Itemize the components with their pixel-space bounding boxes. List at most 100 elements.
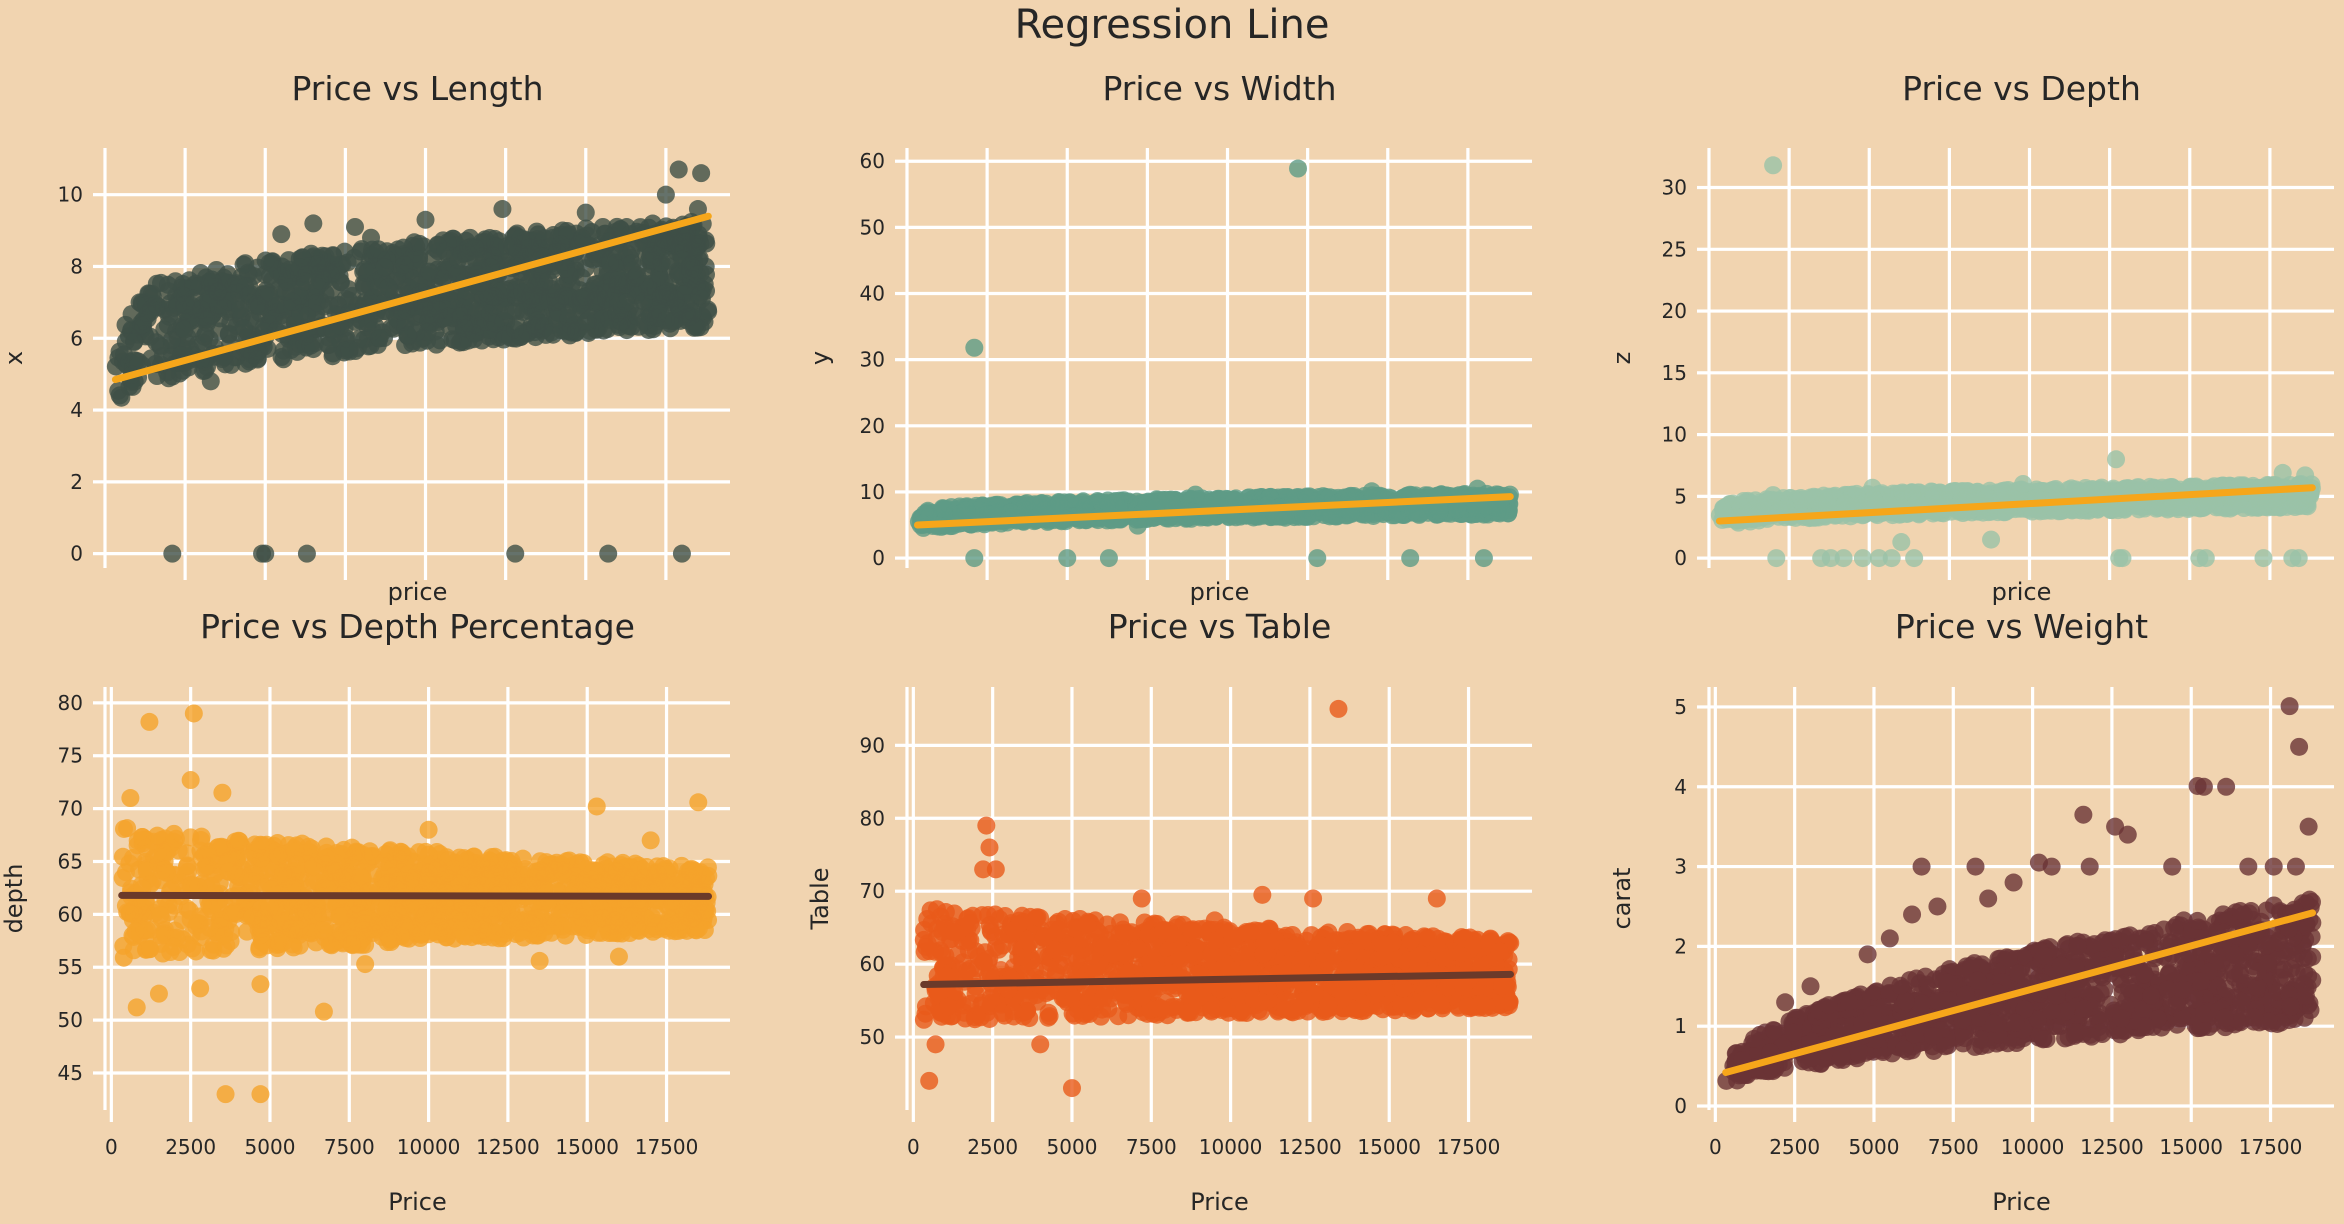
scatter-point	[379, 278, 398, 297]
scatter-point	[965, 549, 984, 568]
scatter-point	[1474, 549, 1493, 568]
scatter-point	[535, 229, 554, 248]
scatter-point	[435, 242, 454, 261]
scatter-point	[560, 322, 579, 341]
scatter-point	[256, 251, 275, 270]
scatter-point	[496, 301, 515, 320]
x-tick-label: 17500	[635, 1135, 699, 1159]
y-tick-label: 30	[1662, 176, 1687, 200]
y-tick-label: 30	[860, 348, 885, 372]
scatter-point	[476, 230, 495, 249]
scatter-point	[587, 310, 606, 329]
scatter-point	[1819, 487, 1838, 506]
scatter-point	[587, 291, 606, 310]
y-tick-label: 20	[1662, 299, 1687, 323]
scatter-point	[2196, 549, 2215, 568]
y-tick-label: 20	[860, 414, 885, 438]
scatter-point	[572, 268, 591, 287]
scatter-point	[1834, 549, 1853, 568]
scatter-point	[656, 185, 675, 204]
scatter-point	[678, 308, 697, 327]
scatter-point	[1186, 485, 1205, 504]
y-tick-label: 65	[58, 849, 83, 873]
scatter-point	[934, 499, 953, 518]
scatter-point	[1276, 508, 1295, 527]
y-axis-label: y	[806, 351, 834, 365]
scatter-point	[1863, 478, 1882, 497]
scatter-point	[416, 210, 435, 229]
subplot-title: Price vs Depth Percentage	[200, 607, 635, 646]
scatter-point	[394, 238, 413, 257]
scatter-point	[658, 282, 677, 301]
y-tick-label: 15	[1662, 361, 1687, 385]
scatter-point	[1032, 494, 1051, 513]
x-tick-label: 0	[105, 1135, 118, 1159]
y-tick-label: 6	[70, 326, 83, 350]
scatter-point	[2014, 475, 2033, 493]
scatter-point	[142, 284, 161, 303]
scatter-point	[454, 318, 473, 337]
scatter-point	[513, 324, 532, 343]
figure-title: Regression Line	[1015, 2, 1330, 48]
y-tick-label: 10	[58, 183, 83, 207]
y-tick-label: 0	[1674, 546, 1687, 570]
scatter-points	[909, 159, 1519, 568]
scatter-point	[1448, 500, 1467, 519]
y-tick-label: 8	[70, 254, 83, 278]
scatter-point	[672, 544, 691, 563]
y-tick-label: 5	[1674, 484, 1687, 508]
subplot-title: Price vs Length	[291, 69, 543, 108]
scatter-point	[1362, 482, 1381, 501]
x-tick-label: 12500	[476, 1135, 540, 1159]
scatter-point	[447, 264, 466, 283]
scatter-point	[640, 307, 659, 326]
x-tick-label: 5000	[245, 1135, 296, 1159]
scatter-point	[132, 316, 151, 335]
y-tick-label: 75	[58, 744, 83, 768]
scatter-point	[1764, 156, 1783, 175]
scatter-points	[113, 704, 718, 1104]
scatter-point	[1853, 549, 1872, 568]
scatter-point	[1746, 491, 1765, 510]
scatter-point	[115, 345, 134, 364]
scatter-point	[623, 254, 642, 273]
scatter-point	[340, 340, 359, 359]
scatter-point	[687, 277, 706, 296]
scatter-point	[192, 300, 211, 319]
scatter-point	[297, 544, 316, 563]
scatter-point	[323, 347, 342, 366]
scatter-point	[163, 544, 182, 563]
y-tick-label: 10	[860, 480, 885, 504]
scatter-point	[308, 293, 327, 312]
scatter-point	[495, 280, 514, 299]
scatter-point	[599, 544, 618, 563]
scatter-point	[1893, 483, 1912, 502]
x-axis-label: price	[1190, 578, 1250, 606]
scatter-point	[398, 325, 417, 344]
scatter-point	[260, 287, 279, 306]
y-tick-label: 0	[872, 546, 885, 570]
scatter-point	[493, 200, 512, 219]
scatter-point	[576, 203, 595, 222]
x-tick-label: 10000	[397, 1135, 461, 1159]
scatter-point	[1289, 159, 1308, 178]
scatter-point	[176, 295, 195, 314]
subplot-title: Price vs Width	[1102, 69, 1336, 108]
scatter-point	[290, 258, 309, 277]
y-tick-label: 10	[1662, 423, 1687, 447]
scatter-point	[313, 246, 332, 265]
scatter-point	[1322, 506, 1341, 525]
scatter-point	[175, 320, 194, 339]
scatter-point	[521, 290, 540, 309]
x-tick-label: 15000	[555, 1135, 619, 1159]
x-axis-label: price	[1992, 578, 2052, 606]
scatter-point	[2254, 549, 2273, 568]
scatter-point	[1796, 490, 1815, 509]
scatter-point	[2296, 466, 2315, 485]
scatter-point	[420, 262, 439, 281]
scatter-point	[1892, 533, 1911, 552]
scatter-point	[304, 214, 323, 233]
scatter-point	[410, 234, 429, 253]
